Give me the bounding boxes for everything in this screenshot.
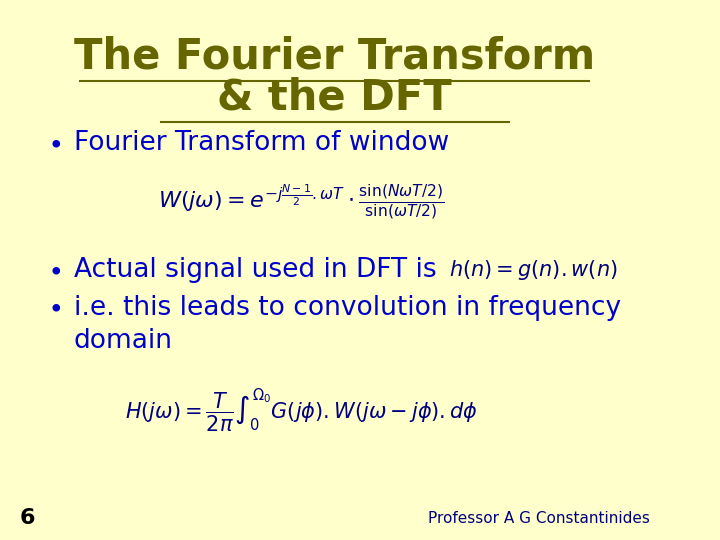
Text: domain: domain [73, 328, 173, 354]
Text: & the DFT: & the DFT [217, 76, 452, 118]
Text: i.e. this leads to convolution in frequency: i.e. this leads to convolution in freque… [73, 295, 621, 321]
Text: 6: 6 [20, 508, 35, 529]
Text: $H(j\omega) = \dfrac{T}{2\pi} \int_0^{\Omega_0} G(j\phi).W(j\omega - j\phi).d\ph: $H(j\omega) = \dfrac{T}{2\pi} \int_0^{\O… [125, 387, 478, 434]
Text: $W(j\omega) = e^{-j\frac{N-1}{2}.\omega T} \cdot \frac{\sin(N\omega T/2)}{\sin(\: $W(j\omega) = e^{-j\frac{N-1}{2}.\omega … [158, 183, 444, 222]
Text: $\bullet$: $\bullet$ [47, 257, 61, 283]
Text: $\bullet$: $\bullet$ [47, 130, 61, 156]
Text: The Fourier Transform: The Fourier Transform [74, 36, 595, 78]
Text: $h(n) = g(n).w(n)$: $h(n) = g(n).w(n)$ [449, 258, 617, 282]
Text: Professor A G Constantinides: Professor A G Constantinides [428, 511, 649, 526]
Text: $\bullet$: $\bullet$ [47, 295, 61, 321]
Text: Fourier Transform of window: Fourier Transform of window [73, 130, 449, 156]
Text: Actual signal used in DFT is: Actual signal used in DFT is [73, 257, 436, 283]
